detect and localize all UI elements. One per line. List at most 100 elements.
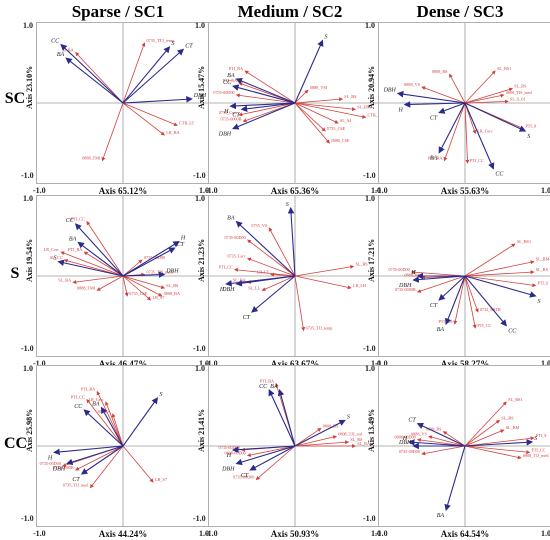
env-arrow (416, 422, 466, 447)
species-arrow (464, 275, 477, 329)
env-label: DBH (165, 268, 179, 274)
species-label: SL_BA (233, 277, 246, 282)
env-label: DBH (398, 283, 412, 289)
env-label: BA (57, 52, 65, 58)
x-axis-label: Axis 44.24% (98, 529, 148, 539)
species-arrow (443, 102, 466, 162)
env-arrow (240, 102, 296, 113)
species-label: 0735-00D00 (225, 235, 246, 240)
species-arrow (246, 445, 296, 457)
species-label: 0808_TJJ_red (338, 431, 363, 436)
y-tick-max: 1.0 (23, 194, 33, 203)
env-arrow (294, 419, 346, 447)
env-arrow (66, 445, 124, 466)
env-label: H (402, 436, 408, 442)
column-header-sc3: Dense / SC3 (416, 2, 504, 21)
env-arrow (235, 445, 296, 466)
x-axis-label: Axis 63.67% (270, 359, 320, 369)
env-label: CT (430, 303, 438, 309)
species-arrow (464, 401, 507, 447)
env-label: BA (437, 327, 445, 333)
biplot-panel: PTI_BA 0808_BS 0808_TJJ_red SL_BS SL_BA 0735-… (193, 364, 382, 539)
y-tick-max: 1.0 (365, 194, 375, 203)
species-label: SL_BS (350, 437, 363, 442)
species-label: 0735-00D00 (389, 267, 410, 272)
species-arrow (464, 87, 514, 104)
species-label: 0735-00D00 (213, 90, 234, 95)
biplot-panel: PTI_BA PTI_BA 0735-00D00 0735_Cerc 0735-0000… (193, 21, 383, 196)
x-tick-min: -1.0 (375, 529, 388, 538)
x-axis-label: Axis 65.36% (270, 186, 320, 196)
row-header-sc: SC (4, 90, 26, 107)
env-arrow (53, 445, 124, 456)
env-label: H (410, 270, 416, 276)
species-arrow (96, 275, 124, 291)
env-arrow (235, 275, 296, 287)
species-arrow (122, 275, 163, 297)
species-arrow (294, 264, 355, 277)
species-label: LR_Cerc (477, 128, 492, 133)
species-label: CTB_LT (368, 112, 383, 117)
y-tick-min: -1.0 (363, 171, 376, 180)
species-label: SL BA (62, 48, 74, 53)
species-arrow (105, 401, 124, 447)
env-label: CT (408, 418, 416, 424)
species-label: LR_S7 (153, 295, 165, 300)
env-label: S (538, 299, 541, 305)
x-tick-max: 1.0 (371, 529, 381, 538)
env-arrow (412, 275, 466, 283)
species-arrow (421, 86, 466, 104)
env-arrow (122, 48, 185, 104)
species-label: 0735-00D00 (219, 445, 240, 450)
x-tick-min: -1.0 (205, 529, 218, 538)
species-label: PTI_CC (470, 158, 484, 163)
species-label: 0735_CSE (327, 126, 346, 131)
y-axis-label: Axis 15.47% (197, 65, 206, 109)
species-arrow (86, 220, 124, 277)
biplot-panel: SL_BS1 SL_BM SL_BS 0735-00D00 0888_BS 0735-00… (363, 194, 550, 369)
x-tick-max: 1.0 (371, 359, 381, 368)
env-label: CT (177, 242, 185, 248)
x-tick-min: -1.0 (375, 186, 388, 195)
species-label: 0732_BSTR (480, 307, 501, 312)
env-arrow (438, 102, 466, 154)
env-label: S (286, 202, 289, 208)
env-arrow (444, 445, 466, 512)
y-axis-label: Axis 25.98% (25, 408, 34, 452)
y-tick-max: 1.0 (195, 21, 205, 30)
env-label: CC (74, 404, 83, 410)
biplot-svg: 0735_VS 0735-00D00 0735_Cerc PTI_CC LR_LT SL_… (209, 196, 381, 356)
env-label: S (54, 256, 57, 262)
species-arrow (122, 275, 129, 297)
species-arrow (122, 275, 166, 290)
env-label: S (159, 392, 162, 398)
species-label: PTI_BA (260, 379, 274, 384)
species-label: LR_Cerc (88, 397, 103, 402)
species-label: 0808_BS (426, 427, 442, 432)
biplot-panel: 0735_VS 0735-00D00 0735_Cerc PTI_CC LR_LT SL_… (193, 194, 382, 369)
species-label: 0888_TMI (77, 285, 96, 290)
species-arrow (122, 275, 152, 301)
species-label: 0808_BS (323, 423, 339, 428)
x-tick-min: -1.0 (33, 359, 46, 368)
species-label: PTI_S (525, 124, 536, 129)
env-arrow (60, 43, 124, 104)
species-label: SL_BS1 (517, 239, 531, 244)
species-arrow (294, 435, 338, 447)
species-arrow (294, 275, 352, 290)
species-arrow (122, 102, 165, 136)
y-axis-label: Axis 17.21% (367, 238, 376, 282)
env-arrow (232, 84, 296, 104)
env-arrow (231, 445, 296, 453)
env-arrow (232, 102, 296, 130)
species-label: LR_LH (353, 283, 366, 288)
biplot-panel: PTI_BAPTI_CCLR_CercSL_BA0735-00D000735-0… (21, 364, 210, 539)
species-label: PTI_BA (229, 66, 243, 71)
species-label: SL_LL (248, 285, 261, 290)
env-label: S (171, 41, 174, 47)
species-label: LR_LT (257, 269, 270, 274)
env-arrow (464, 275, 537, 298)
species-label: SL_BA (357, 441, 370, 446)
biplot-panel: SL_BS1 0808_BS SL_BS SL_BM PTI_S PTI_CC 0808_T… (363, 364, 550, 539)
species-arrow (464, 70, 496, 104)
